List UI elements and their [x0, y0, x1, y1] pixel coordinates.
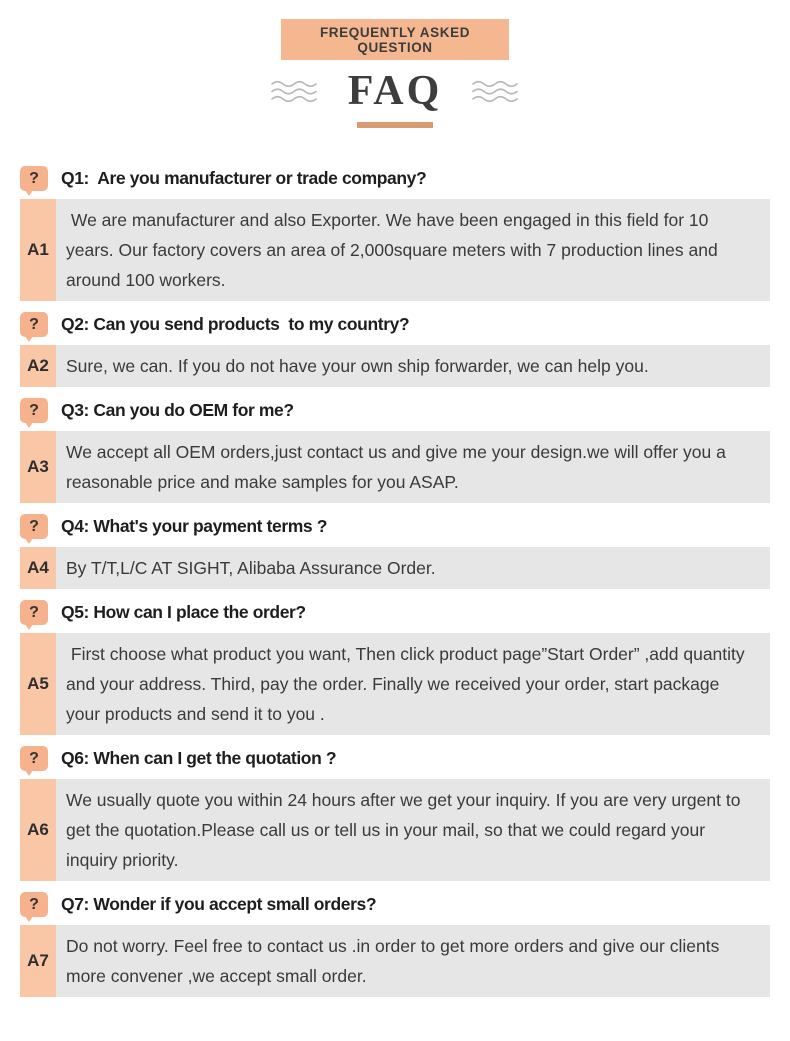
- question-mark-icon: ?: [20, 514, 48, 544]
- question-row: ? Q6: When can I get the quotation ?: [20, 746, 770, 776]
- question-mark-icon: ?: [20, 892, 48, 922]
- answer-text: We usually quote you within 24 hours aft…: [66, 790, 746, 870]
- faq-list: ? Q1: Are you manufacturer or trade comp…: [20, 166, 770, 997]
- answer-text: Sure, we can. If you do not have your ow…: [66, 356, 649, 376]
- question-text: Q5: How can I place the order?: [61, 602, 306, 622]
- question-mark-icon: ?: [20, 600, 48, 630]
- answer-block: A1 We are manufacturer and also Exporter…: [20, 199, 770, 301]
- faq-page: FREQUENTLY ASKED QUESTION FAQ ? Q1: Are …: [0, 19, 790, 997]
- answer-block: A4 By T/T,L/C AT SIGHT, Alibaba Assuranc…: [20, 547, 770, 589]
- faq-item: ? Q3: Can you do OEM for me? A3 We accep…: [20, 398, 770, 503]
- question-row: ? Q1: Are you manufacturer or trade comp…: [20, 166, 770, 196]
- question-mark-icon: ?: [20, 312, 48, 342]
- question-mark-icon: ?: [20, 398, 48, 428]
- answer-block: A7 Do not worry. Feel free to contact us…: [20, 925, 770, 997]
- question-row: ? Q2: Can you send products to my countr…: [20, 312, 770, 342]
- question-text: Q2: Can you send products to my country?: [61, 314, 410, 334]
- faq-item: ? Q5: How can I place the order? A5 Firs…: [20, 600, 770, 735]
- answer-label: A7: [20, 925, 56, 997]
- question-row: ? Q4: What's your payment terms ?: [20, 514, 770, 544]
- wavy-lines-right-icon: [472, 80, 519, 102]
- faq-title-row: FAQ: [0, 69, 790, 113]
- answer-text: Do not worry. Feel free to contact us .i…: [66, 936, 725, 986]
- answer-label: A5: [20, 633, 56, 735]
- answer-text: By T/T,L/C AT SIGHT, Alibaba Assurance O…: [66, 558, 436, 578]
- answer-label: A1: [20, 199, 56, 301]
- page-title: FAQ: [347, 68, 443, 114]
- question-mark-icon: ?: [20, 746, 48, 776]
- question-text: Q7: Wonder if you accept small orders?: [61, 894, 377, 914]
- answer-text: We accept all OEM orders,just contact us…: [66, 442, 731, 492]
- question-text: Q1: Are you manufacturer or trade compan…: [61, 168, 427, 188]
- question-text: Q4: What's your payment terms ?: [61, 516, 327, 536]
- answer-label: A2: [20, 345, 56, 387]
- answer-block: A2 Sure, we can. If you do not have your…: [20, 345, 770, 387]
- faq-item: ? Q6: When can I get the quotation ? A6 …: [20, 746, 770, 881]
- title-underline: [357, 122, 433, 128]
- answer-block: A5 First choose what product you want, T…: [20, 633, 770, 735]
- question-mark-icon: ?: [20, 166, 48, 196]
- answer-label: A4: [20, 547, 56, 589]
- question-row: ? Q3: Can you do OEM for me?: [20, 398, 770, 428]
- question-text: Q6: When can I get the quotation ?: [61, 748, 337, 768]
- faq-item: ? Q7: Wonder if you accept small orders?…: [20, 892, 770, 997]
- faq-item: ? Q4: What's your payment terms ? A4 By …: [20, 514, 770, 589]
- question-row: ? Q7: Wonder if you accept small orders?: [20, 892, 770, 922]
- wavy-lines-left-icon: [270, 80, 317, 102]
- faq-item: ? Q1: Are you manufacturer or trade comp…: [20, 166, 770, 301]
- question-row: ? Q5: How can I place the order?: [20, 600, 770, 630]
- answer-label: A3: [20, 431, 56, 503]
- answer-block: A6 We usually quote you within 24 hours …: [20, 779, 770, 881]
- faq-item: ? Q2: Can you send products to my countr…: [20, 312, 770, 387]
- answer-block: A3 We accept all OEM orders,just contact…: [20, 431, 770, 503]
- answer-text: First choose what product you want, Then…: [66, 644, 750, 724]
- section-banner: FREQUENTLY ASKED QUESTION: [281, 19, 509, 60]
- answer-text: We are manufacturer and also Exporter. W…: [66, 210, 723, 290]
- answer-label: A6: [20, 779, 56, 881]
- question-text: Q3: Can you do OEM for me?: [61, 400, 294, 420]
